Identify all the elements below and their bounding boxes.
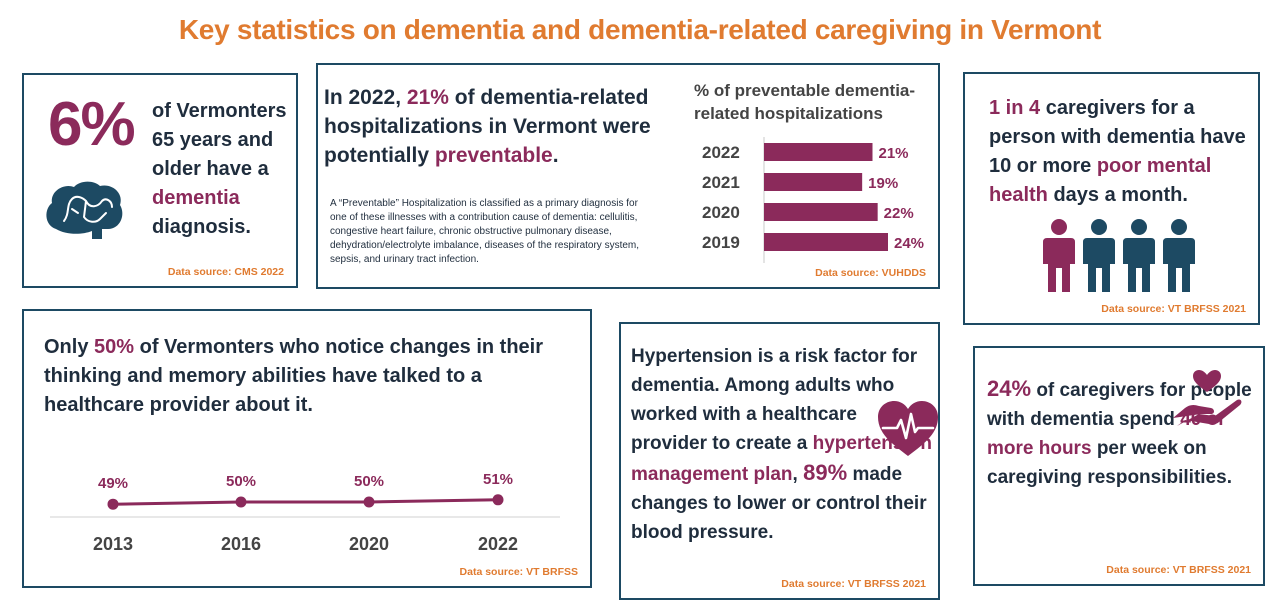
- people-icon: [1043, 219, 1195, 292]
- prevalence-line-2: 65 years and: [152, 129, 274, 151]
- prevalence-line-4: diagnosis.: [152, 216, 251, 238]
- line-point: [363, 496, 375, 508]
- prevalence-line-3: older have a: [152, 158, 269, 180]
- line-series: [112, 498, 499, 506]
- hypertension-text: Hypertension is a risk factor for dement…: [631, 342, 936, 547]
- caregiver-hours-card: 24% of caregivers for people with dement…: [973, 346, 1265, 586]
- healthcare-talk-text: Only 50% of Vermonters who notice change…: [44, 333, 584, 420]
- poor-mental-health-highlight: poor mental health: [989, 155, 1212, 206]
- person-highlight-icon: [1043, 219, 1075, 292]
- bar: [764, 143, 873, 161]
- healthcare-talk-line-chart: 49% 50% 50% 51% 2013 2016 2020 2022: [50, 471, 560, 554]
- bar-category-label: 2021: [702, 173, 740, 192]
- data-source: Data source: VT BRFSS 2021: [1101, 303, 1246, 315]
- line-category-label: 2022: [478, 534, 518, 554]
- person-icon: [1163, 219, 1195, 292]
- bar-chart-title: % of preventable dementia-related hospit…: [694, 81, 916, 123]
- hours-text-1: of caregivers for people with dementia s…: [987, 380, 1252, 430]
- dementia-prevalence-card: 6% of Vermonters 65 years and older have…: [22, 73, 298, 288]
- bar-value-label: 22%: [884, 205, 914, 222]
- hypertension-text-2: made changes to lower or control their b…: [631, 464, 927, 543]
- talk-percent: 50%: [94, 336, 135, 358]
- hypertension-comma: ,: [792, 464, 798, 485]
- line-value-label: 50%: [226, 473, 256, 490]
- healthcare-talk-card: Only 50% of Vermonters who notice change…: [22, 309, 592, 588]
- bar: [764, 233, 888, 251]
- prevalence-percent: 6%: [48, 90, 136, 159]
- mental-health-text-2: days a month.: [1053, 184, 1188, 206]
- data-source: Data source: VUHDDS: [815, 267, 926, 279]
- headline-mid: of dementia-related hospitalizations in …: [324, 86, 651, 167]
- data-source: Data source: VT BRFSS 2021: [1106, 564, 1251, 576]
- line-point: [107, 498, 119, 510]
- prevalence-line-1: of Vermonters: [152, 100, 287, 122]
- bar-category-label: 2022: [702, 143, 740, 162]
- line-value-label: 50%: [354, 473, 384, 490]
- prevalence-text: of Vermonters 65 years and older have a …: [152, 97, 298, 242]
- headline-percent: 21%: [406, 86, 449, 109]
- bar-category-label: 2020: [702, 203, 740, 222]
- caregiver-hours-text: 24% of caregivers for people with dement…: [987, 374, 1257, 492]
- bar-value-label: 19%: [868, 175, 898, 192]
- mental-health-text-1: caregivers for a person with dementia ha…: [989, 97, 1246, 177]
- line-category-label: 2016: [221, 534, 261, 554]
- headline-pre: In 2022,: [324, 86, 402, 109]
- line-category-label: 2013: [93, 534, 133, 554]
- data-source: Data source: CMS 2022: [167, 266, 284, 278]
- heart-pulse-icon: [878, 401, 938, 456]
- talk-text-1: Only: [44, 336, 89, 358]
- hospitalizations-headline: In 2022, 21% of dementia-related hospita…: [324, 83, 664, 170]
- ratio-highlight: 1 in 4: [989, 97, 1041, 119]
- person-icon: [1083, 219, 1115, 292]
- hypertension-card: Hypertension is a risk factor for dement…: [619, 322, 940, 600]
- hospitalizations-bar-chart: 2022 21% 2021 19% 2020 22% 2019 24%: [702, 137, 924, 263]
- caregiver-mental-health-card: 1 in 4 caregivers for a person with deme…: [963, 72, 1260, 325]
- prevalence-highlight: dementia: [152, 187, 240, 209]
- line-value-label: 49%: [98, 475, 128, 492]
- bar: [764, 203, 878, 221]
- line-point: [492, 494, 504, 506]
- headline-end: .: [552, 144, 559, 167]
- preventable-hospitalizations-card: In 2022, 21% of dementia-related hospita…: [316, 63, 940, 289]
- line-category-label: 2020: [349, 534, 389, 554]
- person-icon: [1123, 219, 1155, 292]
- hours-percent: 24%: [987, 376, 1032, 401]
- page-title: Key statistics on dementia and dementia-…: [178, 14, 1102, 45]
- bar-value-label: 24%: [894, 235, 924, 252]
- hypertension-text-1: Hypertension is a risk factor for dement…: [631, 346, 918, 454]
- brain-icon: [46, 181, 123, 239]
- mental-health-text: 1 in 4 caregivers for a person with deme…: [989, 94, 1251, 210]
- data-source: Data source: VT BRFSS 2021: [781, 578, 926, 590]
- data-source: Data source: VT BRFSS: [459, 566, 578, 578]
- headline-highlight: preventable: [434, 144, 553, 167]
- bar-category-label: 2019: [702, 233, 740, 252]
- line-point: [235, 496, 247, 508]
- preventable-definition-note: A “Preventable” Hospitalization is class…: [330, 198, 640, 265]
- line-value-label: 51%: [483, 471, 513, 488]
- hand-heart-icon: [1173, 370, 1242, 426]
- hypertension-percent: 89%: [803, 460, 848, 485]
- bar-value-label: 21%: [879, 145, 909, 162]
- talk-text-2: of Vermonters who notice changes in thei…: [44, 336, 544, 416]
- hours-text-2: per week on caregiving responsibilities.: [987, 438, 1232, 488]
- bar: [764, 173, 863, 191]
